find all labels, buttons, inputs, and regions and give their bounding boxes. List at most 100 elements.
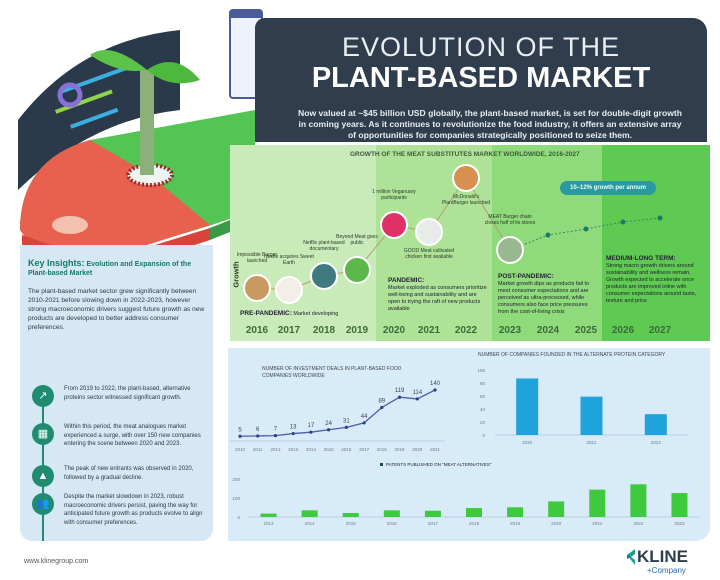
data-point: [309, 430, 313, 434]
x-tick-label: 2022: [633, 521, 644, 526]
people-group-icon: 👥: [32, 493, 54, 515]
insight-text: Despite the market slowdown in 2023, rob…: [64, 494, 203, 526]
bar: [466, 508, 482, 517]
timeline-year: 2017: [277, 325, 301, 336]
bar: [644, 414, 667, 435]
phase-text-pandemic: PANDEMIC: Market exploded as consumers pr…: [388, 277, 488, 313]
phase-description: Market exploded as consumers prioritize …: [388, 285, 487, 312]
timeline-year: 2016: [245, 325, 269, 336]
phase-name: MEDIUM-LONG TERM:: [606, 255, 676, 262]
key-insights-body: The plant-based market sector grew signi…: [28, 288, 205, 331]
y-tick-label: 40: [480, 407, 486, 412]
bar: [580, 396, 603, 435]
phase-text-medium-long: MEDIUM-LONG TERM: Strong macro growth dri…: [606, 255, 706, 305]
x-tick-label: 2012: [270, 447, 281, 452]
logo-subtext: +Company: [647, 566, 686, 575]
bar: [589, 489, 606, 517]
data-point: [433, 388, 437, 392]
event-label: McDonald's PlantBurger launched: [441, 194, 491, 206]
timeline-year: 2019: [345, 325, 369, 336]
x-tick-label: 2017: [359, 447, 370, 452]
x-tick-label: 2014: [305, 521, 316, 526]
x-tick-label: 2010: [235, 447, 246, 452]
investment-chart-title: NUMBER OF INVESTMENT DEALS IN PLANT-BASE…: [262, 366, 402, 379]
phase-description: Market growth dips as products fail to m…: [498, 281, 590, 315]
data-label: 5: [238, 427, 242, 433]
y-tick-label: 20: [480, 420, 486, 425]
timeline-year: 2018: [312, 325, 336, 336]
factory-icon: ▦: [32, 423, 54, 445]
event-image: [275, 276, 303, 304]
companies-founded-bar-chart: 0 20 40 60 80 100 2020 2021 2022: [477, 368, 688, 445]
data-label: 114: [412, 390, 422, 396]
timeline-year: 2024: [536, 325, 560, 336]
x-tick-label: 2017: [428, 521, 439, 526]
x-tick-label: 2016: [341, 447, 352, 452]
y-tick-label: 0: [482, 433, 485, 438]
data-point: [380, 405, 384, 410]
data-point: [344, 425, 348, 429]
event-label: Netflix plant-based documentary: [303, 240, 345, 252]
key-insights-title: Key Insights: Evolution and Expansion of…: [28, 259, 208, 278]
phase-text-pre-pandemic: PRE-PANDEMIC: Market developing: [240, 310, 380, 318]
x-tick-label: 2021: [430, 447, 441, 452]
data-point: [273, 434, 278, 438]
forecast-point: [620, 219, 626, 225]
data-label: 89: [378, 398, 385, 404]
x-tick-label: 2020: [522, 440, 533, 445]
bar: [671, 493, 688, 517]
kline-company-logo: KLINE +Company: [627, 547, 688, 575]
bar: [260, 513, 277, 517]
companies-chart-title: NUMBER OF COMPANIES FOUNDED IN THE ALTER…: [478, 352, 666, 358]
y-tick-label: 200: [232, 477, 240, 482]
x-tick-label: 2020: [412, 447, 423, 452]
timeline-title: GROWTH OF THE MEAT SUBSTITUTES MARKET WO…: [350, 151, 580, 158]
x-tick-label: 2011: [253, 447, 263, 452]
logo-wordmark: KLINE: [637, 547, 688, 566]
forecast-point: [583, 226, 589, 232]
data-point: [238, 434, 242, 438]
title-line-1: EVOLUTION OF THE: [341, 32, 621, 62]
bar: [383, 510, 400, 517]
growth-timeline: GROWTH OF THE MEAT SUBSTITUTES MARKET WO…: [230, 145, 710, 341]
bar: [342, 513, 359, 517]
x-tick-label: 2023: [674, 521, 685, 526]
data-point: [256, 434, 260, 438]
timeline-year: 2026: [611, 325, 635, 336]
key-insights-subtitle: Evolution and Expansion of the Plant-bas…: [28, 261, 192, 277]
phase-description: Strong macro growth drivers around susta…: [606, 263, 697, 304]
legend-label: PATENTS PUBLISHED ON "MEAT ALTERNATIVES": [386, 462, 492, 467]
insight-text: The peak of new entrants was observed in…: [64, 466, 194, 481]
event-label: GOOD Meat cultivated chicken first avail…: [403, 248, 455, 260]
event-label: 1 million Veganuary participants: [372, 189, 416, 201]
data-point: [397, 395, 402, 399]
data-label: 24: [325, 421, 332, 427]
website-link[interactable]: www.klinegroup.com: [24, 558, 89, 565]
bullet-connector: [42, 385, 44, 541]
y-tick-label: 100: [477, 368, 485, 373]
x-tick-label: 2015: [346, 521, 357, 526]
event-image: [496, 236, 524, 264]
y-tick-label: 100: [232, 496, 240, 501]
event-image: [343, 256, 371, 284]
x-tick-label: 2015: [324, 447, 335, 452]
phase-bg-medium-long: [602, 145, 710, 341]
data-label: 17: [308, 423, 315, 429]
phase-bg-pre-pandemic: [230, 145, 376, 341]
x-tick-label: 2021: [586, 440, 597, 445]
data-point: [291, 431, 295, 436]
event-image: [310, 262, 338, 290]
investment-deals-line-chart: 5 2010 6 2011 7 2012 13 2013 17 2014 24 2015 31 2016 4…: [230, 381, 445, 452]
event-label: Nestle acquires Sweet Earth: [264, 254, 314, 266]
key-insights-panel: Key Insights: Evolution and Expansion of…: [20, 245, 213, 541]
phase-name: PRE-PANDEMIC:: [240, 310, 292, 317]
timeline-year: 2020: [382, 325, 406, 336]
phase-text-post-pandemic: POST-PANDEMIC: Market growth dips as prod…: [498, 273, 598, 316]
x-tick-label: 2019: [395, 447, 406, 452]
event-label: Impossible Burger launched: [236, 252, 278, 264]
mountain-peak-icon: ▲: [32, 465, 54, 487]
bar: [548, 501, 565, 517]
insight-text: Within this period, the meat analogues m…: [64, 424, 201, 447]
growth-rate-pill: 10–12% growth per annum: [560, 181, 657, 195]
legend-swatch: [380, 463, 383, 466]
